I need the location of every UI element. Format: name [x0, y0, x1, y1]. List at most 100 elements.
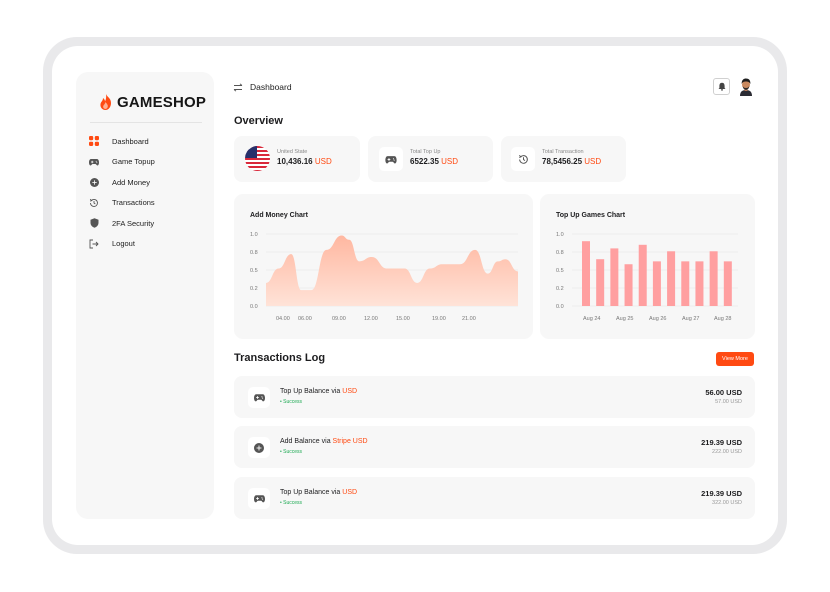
transaction-status: • Success [280, 449, 303, 455]
chart-title: Top Up Games Chart [556, 212, 626, 219]
x-tick-label: 21.00 [462, 316, 476, 322]
x-tick-label: Aug 27 [682, 316, 699, 322]
us-flag-icon [245, 146, 270, 171]
logo[interactable]: GAMESHOP [98, 93, 206, 111]
transaction-title: Top Up Balance via USD [280, 489, 358, 496]
x-tick-label: 19.00 [432, 316, 446, 322]
logo-text: GAMESHOP [117, 93, 207, 111]
bar [638, 244, 647, 306]
plus-circle-icon [89, 177, 99, 187]
transaction-status: • Success [280, 399, 303, 405]
x-tick-label: Aug 26 [649, 316, 666, 322]
sidebar-item-logout[interactable]: Logout [89, 234, 155, 255]
sidebar-item-game-topup[interactable]: Game Topup [89, 152, 155, 173]
sidebar-item-label: 2FA Security [112, 218, 155, 228]
shield-icon [89, 218, 99, 228]
card-value: 78,5456.25 USD [542, 157, 602, 166]
transaction-status: • Success [280, 500, 303, 506]
card-icon-box [379, 147, 403, 171]
x-tick-label: 12.00 [364, 316, 378, 322]
total-top-up-card[interactable]: Total Top Up 6522.35 USD [368, 136, 493, 182]
sidebar-item-dashboard[interactable]: Dashboard [89, 131, 155, 152]
notification-button[interactable] [713, 78, 730, 95]
transaction-row[interactable]: Top Up Balance via USD • Success 56.00 U… [234, 376, 755, 418]
bar [582, 241, 590, 306]
add-money-chart-panel: Add Money Chart 0.0 0.2 0.5 0.8 1.0 04.00 06.0… [234, 194, 533, 339]
transaction-icon-box [248, 488, 270, 509]
flame-logo-icon [100, 94, 111, 110]
sidebar-nav: Dashboard Game Topup Add Money Transacti… [89, 131, 155, 254]
transaction-row[interactable]: Top Up Balance via USD • Success 219.39 … [234, 477, 755, 519]
transaction-amount: 219.39 USD [701, 438, 742, 447]
y-tick-label: 0.0 [250, 304, 258, 310]
sidebar-item-label: Dashboard [112, 136, 149, 146]
transaction-sub-amount: 322.00 USD [712, 500, 742, 506]
y-tick-label: 0.5 [556, 268, 564, 274]
x-tick-label: 15.00 [396, 316, 410, 322]
sidebar-item-label: Logout [112, 239, 135, 249]
x-tick-label: 09.00 [332, 316, 346, 322]
x-tick-label: 06.00 [298, 316, 312, 322]
card-label: Total Top Up [410, 149, 441, 155]
view-more-button[interactable]: View More [716, 352, 754, 366]
bell-icon [718, 82, 725, 91]
x-tick-label: 04.00 [276, 316, 290, 322]
gamepad-icon [89, 157, 99, 167]
top-up-games-chart: 0.0 0.2 0.5 0.8 1.0 Aug 24 Aug 25 Aug 26 Aug 27 A… [556, 232, 738, 322]
avatar-icon [740, 78, 752, 96]
transaction-amount: 219.39 USD [701, 489, 742, 498]
bar [667, 251, 676, 306]
history-icon [89, 198, 99, 208]
transaction-sub-amount: 57.00 USD [715, 399, 742, 405]
transaction-row[interactable]: Add Balance via Stripe USD • Success 219… [234, 426, 755, 468]
page-title: Dashboard [250, 82, 292, 92]
bar [624, 264, 633, 306]
card-value: 10,436.16 USD [277, 157, 332, 166]
card-label: Total Transaction [542, 149, 584, 155]
y-tick-label: 0.8 [250, 250, 258, 256]
card-label: United State [277, 149, 308, 155]
sidebar-item-label: Transactions [112, 198, 155, 208]
sidebar-item-transactions[interactable]: Transactions [89, 193, 155, 214]
y-tick-label: 0.2 [556, 286, 564, 292]
history-icon [518, 154, 528, 164]
y-tick-label: 0.5 [250, 268, 258, 274]
logout-icon [89, 239, 99, 249]
x-tick-label: Aug 25 [616, 316, 633, 322]
bar [681, 261, 690, 306]
y-tick-label: 0.8 [556, 250, 564, 256]
grid-icon [89, 136, 99, 147]
x-tick-label: Aug 28 [714, 316, 731, 322]
sidebar [76, 72, 214, 519]
transaction-title: Add Balance via Stripe USD [280, 438, 368, 445]
transactions-log-title: Transactions Log [234, 352, 326, 364]
bar [709, 251, 718, 306]
bar [723, 261, 732, 306]
y-tick-label: 1.0 [250, 232, 258, 238]
sidebar-item-2fa-security[interactable]: 2FA Security [89, 213, 155, 234]
transaction-amount: 56.00 USD [705, 388, 742, 397]
gamepad-icon [253, 495, 265, 503]
swap-icon[interactable] [233, 83, 243, 95]
transaction-icon-box [248, 437, 270, 458]
balance-card-united-state[interactable]: United State 10,436.16 USD [234, 136, 360, 182]
transaction-title: Top Up Balance via USD [280, 388, 358, 395]
y-tick-label: 0.2 [250, 286, 258, 292]
bar [610, 248, 619, 306]
avatar[interactable] [737, 77, 755, 97]
bar [652, 261, 661, 306]
area-series [266, 235, 518, 306]
transaction-sub-amount: 222.00 USD [712, 449, 742, 455]
sidebar-item-label: Game Topup [112, 157, 155, 167]
transaction-icon-box [248, 387, 270, 408]
total-transaction-card[interactable]: Total Transaction 78,5456.25 USD [501, 136, 626, 182]
card-icon-box [511, 147, 535, 171]
sidebar-item-label: Add Money [112, 177, 150, 187]
overview-title: Overview [234, 115, 283, 127]
top-up-games-chart-panel: Top Up Games Chart 0.0 0.2 0.5 0.8 1.0 Aug 24… [540, 194, 755, 339]
x-tick-label: Aug 24 [583, 316, 600, 322]
sidebar-item-add-money[interactable]: Add Money [89, 172, 155, 193]
y-tick-label: 1.0 [556, 232, 564, 238]
y-tick-label: 0.0 [556, 304, 564, 310]
add-money-chart: 0.0 0.2 0.5 0.8 1.0 04.00 06.00 09.00 12.00 15.00… [250, 232, 518, 322]
